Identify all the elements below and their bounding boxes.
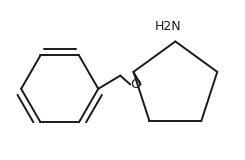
Text: H2N: H2N	[154, 20, 181, 33]
Text: O: O	[131, 78, 141, 91]
